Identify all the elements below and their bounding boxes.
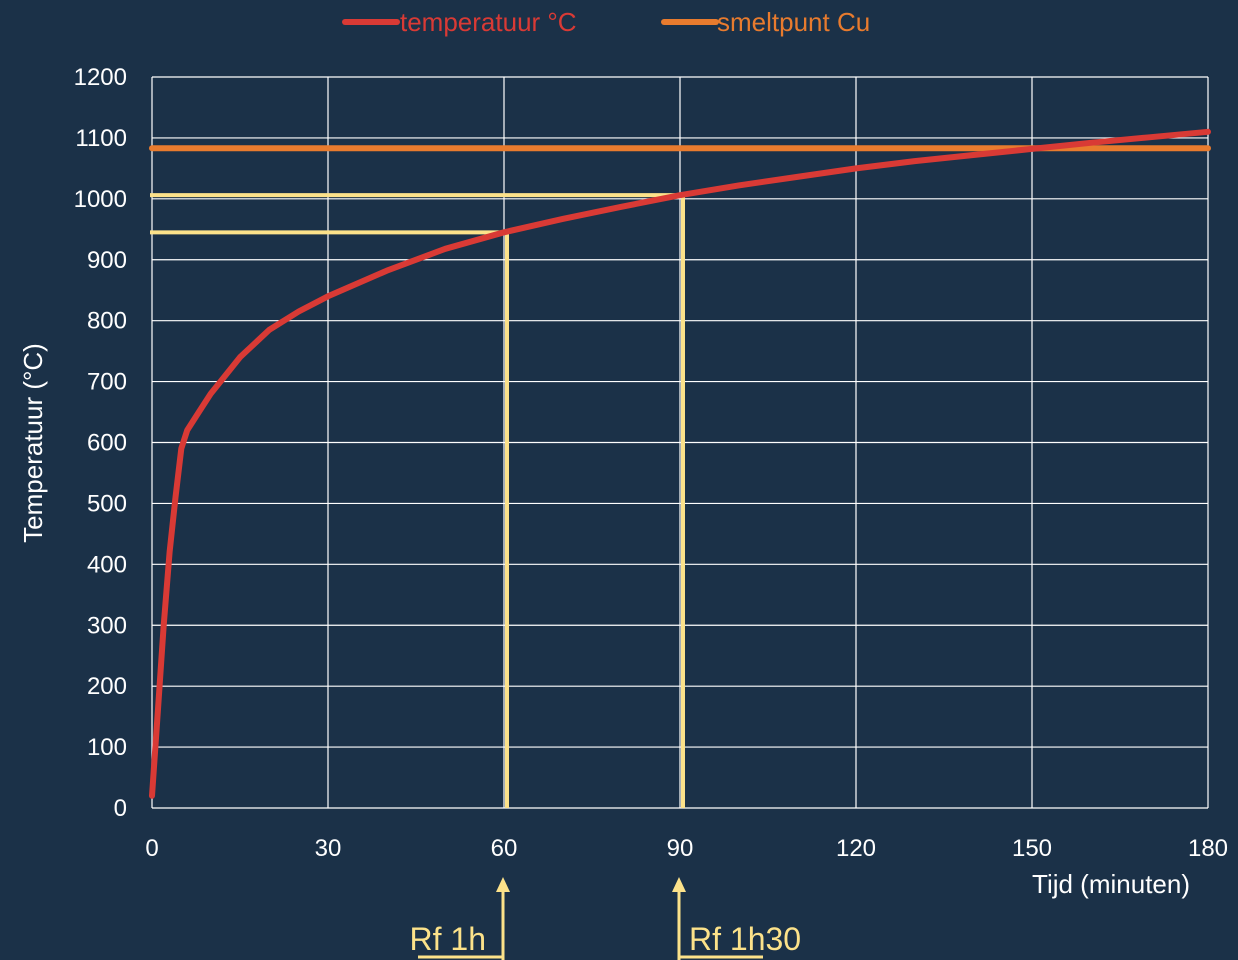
y-tick-label: 1200	[74, 64, 127, 91]
y-tick-label: 500	[87, 490, 127, 517]
y-tick-label: 200	[87, 673, 127, 700]
y-axis-label: Temperatuur (°C)	[18, 343, 48, 543]
series-line	[149, 128, 1211, 799]
y-tick-label: 700	[87, 369, 127, 396]
annotations: Rf 1h Rf 1h30	[410, 877, 801, 960]
legend-label: smeltpunt Cu	[717, 7, 870, 37]
x-tick-label: 120	[836, 835, 876, 862]
y-tick-labels: 0 100 200 300 400 500 600 700 800 900 1000 1100 1200	[74, 64, 127, 822]
annotation-label: Rf 1h	[410, 921, 486, 957]
x-tick-label: 90	[667, 835, 694, 862]
y-tick-label: 0	[114, 795, 127, 822]
legend-label: temperatuur °C	[400, 7, 577, 37]
x-tick-label: 150	[1012, 835, 1052, 862]
y-tick-label: 400	[87, 551, 127, 578]
y-tick-label: 600	[87, 430, 127, 457]
y-tick-label: 100	[87, 734, 127, 761]
y-tick-label: 300	[87, 612, 127, 639]
x-tick-label: 60	[491, 835, 518, 862]
reference-lines	[150, 193, 685, 808]
x-tick-labels: 0 30 60 90 120 150 180	[145, 835, 1228, 862]
annotation-arrow-head	[496, 877, 510, 892]
x-axis-label: Tijd (minuten)	[1032, 869, 1190, 899]
legend: temperatuur °C smeltpunt Cu	[342, 7, 870, 37]
x-tick-label: 30	[315, 835, 342, 862]
grid	[151, 76, 1209, 809]
x-tick-label: 180	[1188, 835, 1228, 862]
y-tick-label: 1000	[74, 186, 127, 213]
y-tick-label: 1100	[75, 125, 127, 152]
annotation-arrow-head	[672, 877, 686, 892]
series-lines	[149, 128, 1211, 799]
annotation-label: Rf 1h30	[689, 921, 801, 957]
y-tick-label: 900	[87, 247, 127, 274]
y-tick-label: 800	[87, 308, 127, 335]
x-tick-label: 0	[145, 835, 158, 862]
